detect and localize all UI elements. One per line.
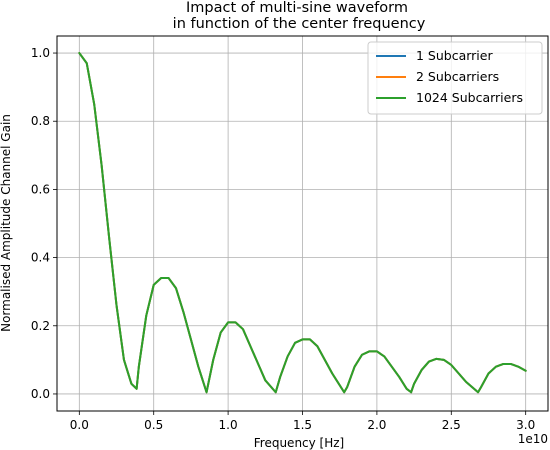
legend-box (367, 41, 543, 115)
y-tick-label: 0.4 (31, 251, 50, 265)
y-tick-label: 0.2 (31, 319, 50, 333)
x-tick-label: 1.0 (219, 418, 238, 432)
chart-title-line-2: in function of the center frequency (173, 16, 426, 32)
x-tick-label: 0.5 (144, 418, 163, 432)
plot-lines (78, 52, 527, 394)
series-line-1024-subcarriers (78, 52, 527, 394)
x-tick-label: 2.5 (442, 418, 461, 432)
y-tick-label: 1.0 (31, 46, 50, 60)
x-tick-label: 0.0 (70, 418, 89, 432)
legend-label-1-subcarrier: 1 Subcarrier (416, 48, 493, 63)
x-tick-label: 1.5 (293, 418, 312, 432)
y-axis-label: Normalised Amplitude Channel Gain (0, 114, 13, 332)
legend-label-2-subcarriers: 2 Subcarriers (416, 69, 499, 84)
legend-label-1024-subcarriers: 1024 Subcarriers (416, 90, 523, 105)
y-tick-label: 0.6 (31, 182, 50, 196)
x-axis-label: Frequency [Hz] (254, 436, 345, 450)
x-tick-label: 3.0 (516, 418, 535, 432)
x-axis-ticks: 0.0 0.5 1.0 1.5 2.0 2.5 3.0 (70, 411, 535, 432)
chart-title-line-1: Impact of multi-sine waveform (186, 0, 408, 16)
x-axis-offset-text: 1e10 (518, 432, 548, 446)
y-axis-ticks: 0.0 0.2 0.4 0.6 0.8 1.0 (31, 46, 57, 401)
x-tick-label: 2.0 (367, 418, 386, 432)
legend: 1 Subcarrier 2 Subcarriers 1024 Subcarri… (367, 41, 543, 115)
y-tick-label: 0.0 (31, 387, 50, 401)
grid (57, 36, 548, 411)
y-tick-label: 0.8 (31, 114, 50, 128)
